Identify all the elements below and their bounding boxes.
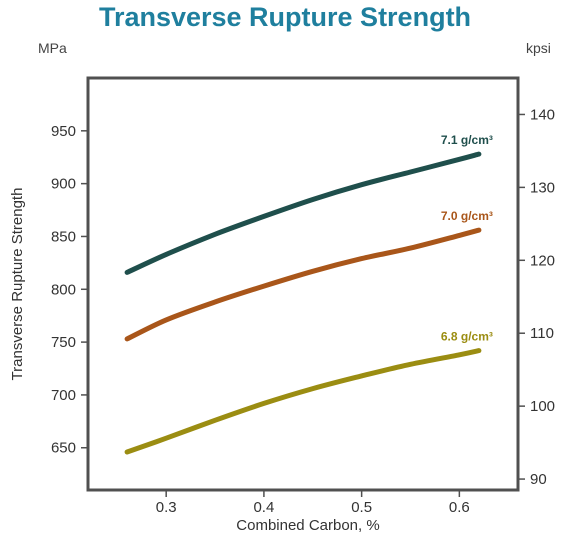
- y-tick-label: 750: [51, 334, 76, 351]
- plot-frame: [86, 76, 520, 492]
- chart-title: Transverse Rupture Strength: [98, 2, 472, 32]
- x-tick-label: 0.6: [449, 499, 470, 516]
- y-axis-right: 90 100 110 120 130 140: [518, 106, 555, 488]
- y-tick-label: 950: [51, 123, 76, 140]
- x-axis-label: Combined Carbon, %: [236, 517, 379, 534]
- x-axis: 0.3 0.4 0.5 0.6: [156, 490, 470, 516]
- y2-tick-label: 140: [530, 106, 555, 123]
- x-tick-label: 0.3: [156, 499, 177, 516]
- y-axis-label: Transverse Rupture Strength: [9, 188, 26, 381]
- y2-tick-label: 130: [530, 179, 555, 196]
- right-axis-unit: kpsi: [526, 40, 551, 56]
- y-tick-label: 900: [51, 176, 76, 193]
- series-group: 7.1 g/cm³ 7.0 g/cm³ 6.8 g/cm³: [124, 133, 493, 455]
- series-label: 7.0 g/cm³: [441, 209, 493, 223]
- series-line: [124, 151, 482, 275]
- y2-tick-label: 110: [530, 325, 554, 342]
- series-label: 7.1 g/cm³: [441, 133, 493, 147]
- series-line: [124, 348, 482, 455]
- y-axis-left: 650 700 750 800 850 900 950: [51, 123, 88, 457]
- series-label: 6.8 g/cm³: [441, 330, 493, 344]
- x-tick-label: 0.5: [351, 499, 372, 516]
- series-line: [124, 227, 482, 342]
- left-axis-unit: MPa: [38, 40, 67, 56]
- y-tick-label: 850: [51, 228, 76, 245]
- y-tick-label: 650: [51, 440, 76, 457]
- y2-tick-label: 90: [530, 471, 547, 488]
- y2-tick-label: 100: [530, 398, 555, 415]
- y-tick-label: 700: [51, 387, 76, 404]
- y-tick-label: 800: [51, 281, 76, 298]
- x-tick-label: 0.4: [253, 499, 274, 516]
- y2-tick-label: 120: [530, 252, 555, 269]
